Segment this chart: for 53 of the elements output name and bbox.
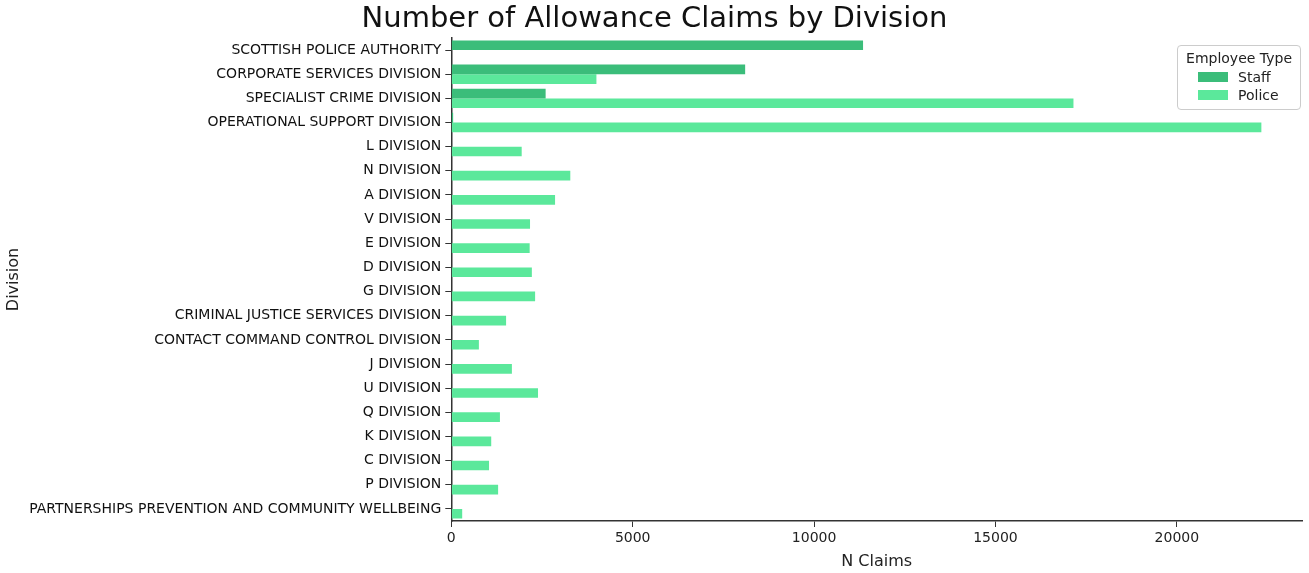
y-tick-label: CORPORATE SERVICES DIVISION [216,64,442,81]
x-tick-label: 20000 [1154,529,1200,546]
chart-title: Number of Allowance Claims by Division [360,0,949,34]
bar [451,74,597,84]
y-tick-label: CONTACT COMMAND CONTROL DIVISION [154,330,442,347]
legend-title: Employee Type [1186,50,1292,66]
bar [451,508,463,519]
bar [451,291,536,302]
y-tick-label: J DIVISION [368,354,442,371]
y-tick-label: L DIVISION [365,137,442,154]
y-tick-label: OPERATIONAL SUPPORT DIVISION [207,113,442,130]
y-tick-label: Q DIVISION [362,402,442,419]
y-tick-label: G DIVISION [362,282,442,299]
y-tick-label: E DIVISION [364,233,442,250]
bar [451,64,746,75]
y-tick-label: A DIVISION [364,185,442,202]
y-tick-label: U DIVISION [363,378,442,395]
bar [451,40,864,51]
bar [451,412,500,422]
y-tick-label: CRIMINAL JUSTICE SERVICES DIVISION [174,306,442,323]
bar [451,122,1262,133]
y-tick-label: C DIVISION [363,451,442,468]
x-tick-label: 10000 [791,529,837,546]
y-tick-label: PARTNERSHIPS PREVENTION AND COMMUNITY WELLBEING [29,499,442,516]
bar [451,194,556,205]
y-tick-label: N DIVISION [363,161,442,178]
y-tick-label: V DIVISION [364,209,442,226]
bar [451,388,539,398]
legend-label: Staff [1238,69,1271,85]
bar [451,219,531,229]
x-tick-label: 0 [446,529,456,546]
y-tick-label: P DIVISION [365,475,442,492]
bar [451,146,522,157]
bar [451,170,571,181]
x-tick-label: 15000 [973,529,1018,546]
y-axis-title: Division [2,247,22,312]
bar [451,88,546,99]
bar [451,339,479,350]
bar [451,436,492,447]
legend-label: Police [1238,87,1279,103]
bar [451,484,499,495]
bar [451,460,490,471]
x-tick-label: 5000 [614,529,651,546]
x-axis-title: N Claims [841,550,913,570]
y-tick-label: SPECIALIST CRIME DIVISION [245,89,442,106]
bar [451,243,530,253]
bar [451,98,1074,109]
y-tick-label: SCOTTISH POLICE AUTHORITY [231,40,442,57]
bar [451,315,507,326]
y-tick-label: D DIVISION [362,258,442,275]
bar [451,267,532,278]
bar [451,364,512,374]
y-tick-label: K DIVISION [364,427,442,444]
